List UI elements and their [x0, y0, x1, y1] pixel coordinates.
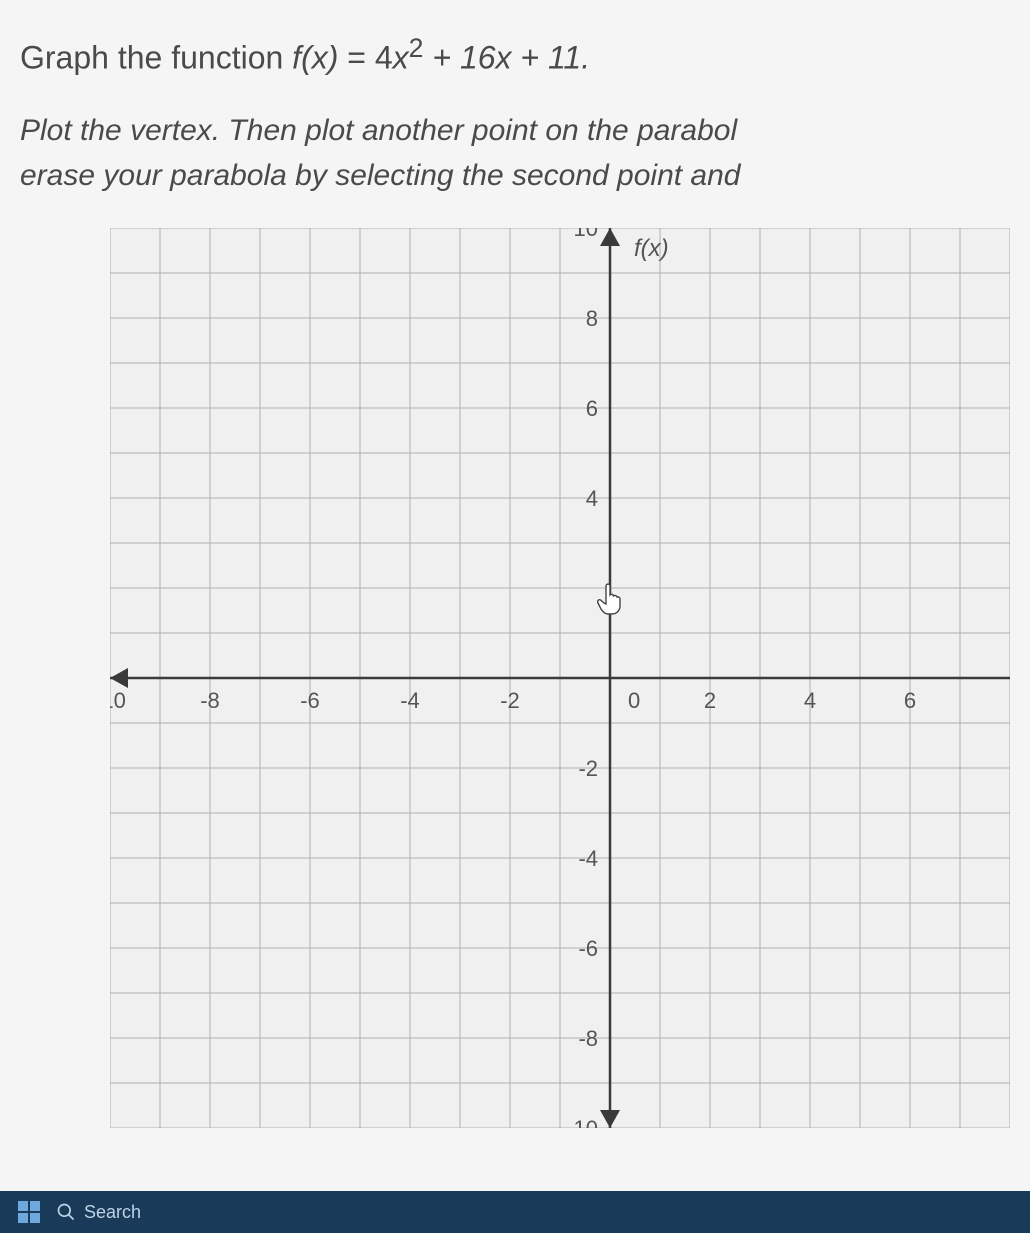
search-icon — [56, 1202, 76, 1222]
svg-text:10: 10 — [574, 228, 598, 241]
instruction-line-3: erase your parabola by selecting the sec… — [20, 159, 740, 192]
y-axis-label: f(x) — [634, 235, 669, 262]
graph-svg[interactable]: -10 -8 -6 -4 -2 2 4 6 0 10 8 6 4 -2 -4 -6 -8 -10 f(x) — [110, 228, 1010, 1128]
svg-text:4: 4 — [804, 688, 816, 713]
prompt-prefix: Graph the function — [20, 40, 292, 76]
svg-text:6: 6 — [586, 396, 598, 421]
exponent: 2 — [409, 33, 424, 63]
svg-text:-4: -4 — [578, 846, 598, 871]
svg-text:-2: -2 — [500, 688, 520, 713]
svg-text:-8: -8 — [578, 1026, 598, 1051]
rhs-rest: + 16x + 11. — [423, 40, 590, 76]
equals: = — [338, 40, 374, 76]
svg-text:0: 0 — [628, 688, 640, 713]
question-line-1: Graph the function f(x) = 4x2 + 16x + 11… — [20, 30, 1010, 80]
taskbar[interactable]: Search — [0, 1191, 1030, 1233]
svg-text:2: 2 — [704, 688, 716, 713]
svg-text:-8: -8 — [200, 688, 220, 713]
fn-lhs: f(x) — [292, 40, 338, 76]
svg-text:8: 8 — [586, 306, 598, 331]
svg-text:-4: -4 — [400, 688, 420, 713]
var-x: x — [393, 40, 409, 76]
search-label: Search — [84, 1202, 141, 1223]
svg-text:6: 6 — [904, 688, 916, 713]
svg-text:-6: -6 — [578, 936, 598, 961]
svg-text:-10: -10 — [110, 688, 126, 713]
svg-text:-6: -6 — [300, 688, 320, 713]
svg-text:-2: -2 — [578, 756, 598, 781]
taskbar-search[interactable]: Search — [56, 1202, 141, 1223]
svg-text:-10: -10 — [566, 1116, 598, 1128]
coordinate-plane[interactable]: -10 -8 -6 -4 -2 2 4 6 0 10 8 6 4 -2 -4 -6 -8 -10 f(x) — [110, 228, 1010, 1128]
start-button[interactable] — [18, 1201, 40, 1223]
instruction-text: Plot the vertex. Then plot another point… — [20, 108, 1010, 198]
coef-a: 4 — [375, 40, 393, 76]
svg-text:4: 4 — [586, 486, 598, 511]
instruction-line-2: Plot the vertex. Then plot another point… — [20, 114, 737, 147]
